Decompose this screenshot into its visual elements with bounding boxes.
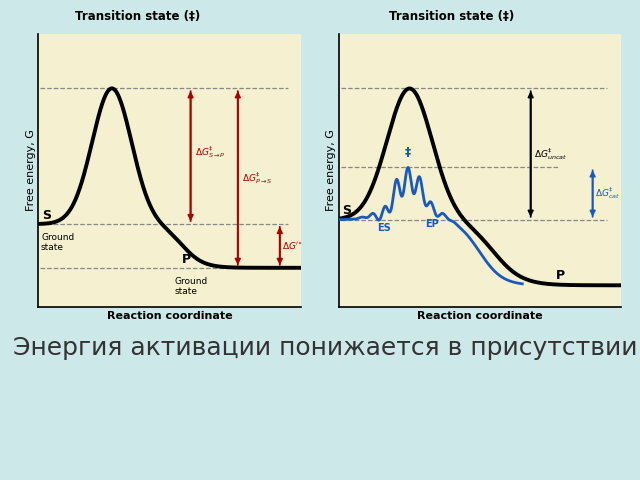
Text: Энергия активации понижается в присутствии ферме: Энергия активации понижается в присутств… — [13, 336, 640, 360]
X-axis label: Reaction coordinate: Reaction coordinate — [107, 312, 232, 322]
Text: S: S — [342, 204, 351, 217]
Text: S: S — [42, 209, 51, 222]
Text: Ground
state: Ground state — [41, 233, 74, 252]
Text: $\Delta G'^{\circ}$: $\Delta G'^{\circ}$ — [282, 240, 303, 252]
Text: Ground
state: Ground state — [175, 276, 208, 296]
Text: $\Delta G^{\ddagger}_{S \rightarrow P}$: $\Delta G^{\ddagger}_{S \rightarrow P}$ — [195, 144, 225, 160]
Text: ‡: ‡ — [405, 146, 412, 159]
Text: $\Delta G^{\ddagger}_{uncat}$: $\Delta G^{\ddagger}_{uncat}$ — [534, 146, 566, 162]
Y-axis label: Free energy, G: Free energy, G — [326, 130, 337, 211]
Text: ES: ES — [378, 223, 391, 232]
Text: Transition state (‡): Transition state (‡) — [389, 10, 515, 23]
Text: $\Delta G^{\ddagger}_{P \rightarrow S}$: $\Delta G^{\ddagger}_{P \rightarrow S}$ — [242, 170, 272, 186]
Text: EP: EP — [425, 219, 439, 229]
Text: P: P — [181, 252, 191, 265]
Text: Transition state (‡): Transition state (‡) — [76, 10, 201, 23]
X-axis label: Reaction coordinate: Reaction coordinate — [417, 312, 543, 322]
Text: $\Delta G^{\ddagger}_{cat}$: $\Delta G^{\ddagger}_{cat}$ — [595, 186, 621, 202]
Y-axis label: Free energy, G: Free energy, G — [26, 130, 36, 211]
Text: P: P — [556, 269, 565, 282]
